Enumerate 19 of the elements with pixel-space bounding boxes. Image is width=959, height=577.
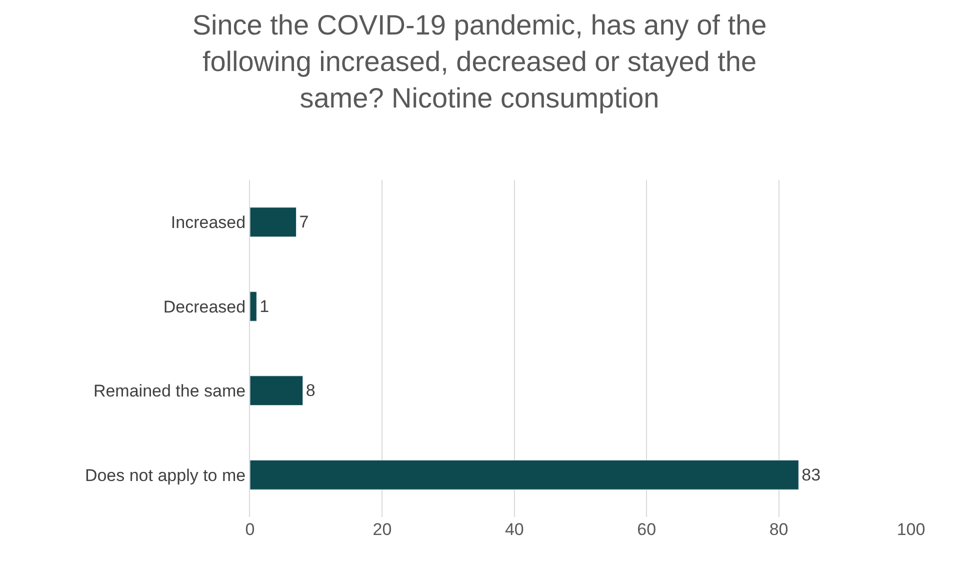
x-tick-label: 0 [245,520,255,539]
bar [250,207,297,238]
bar [250,291,257,322]
x-tick-label: 100 [896,520,926,539]
data-label: 8 [306,381,316,400]
chart-title: Since the COVID-19 pandemic, has any of the following increased, decreased or stayed the same? Nicotine consumption [192,10,767,114]
y-tick-label: Decreased [163,297,246,316]
data-label: 83 [802,465,821,484]
y-tick-label: Remained the same [93,382,246,401]
x-tick-label: 40 [504,520,524,539]
bar [250,460,799,490]
x-tick-label: 60 [637,520,656,539]
x-tick-label: 80 [769,520,788,539]
data-label: 7 [299,212,309,232]
x-tick-label: 20 [372,520,392,539]
y-tick-label: Increased [170,213,246,232]
y-tick-label: Does not apply to me [84,466,246,485]
bar [250,376,304,406]
data-label: 1 [260,296,270,316]
